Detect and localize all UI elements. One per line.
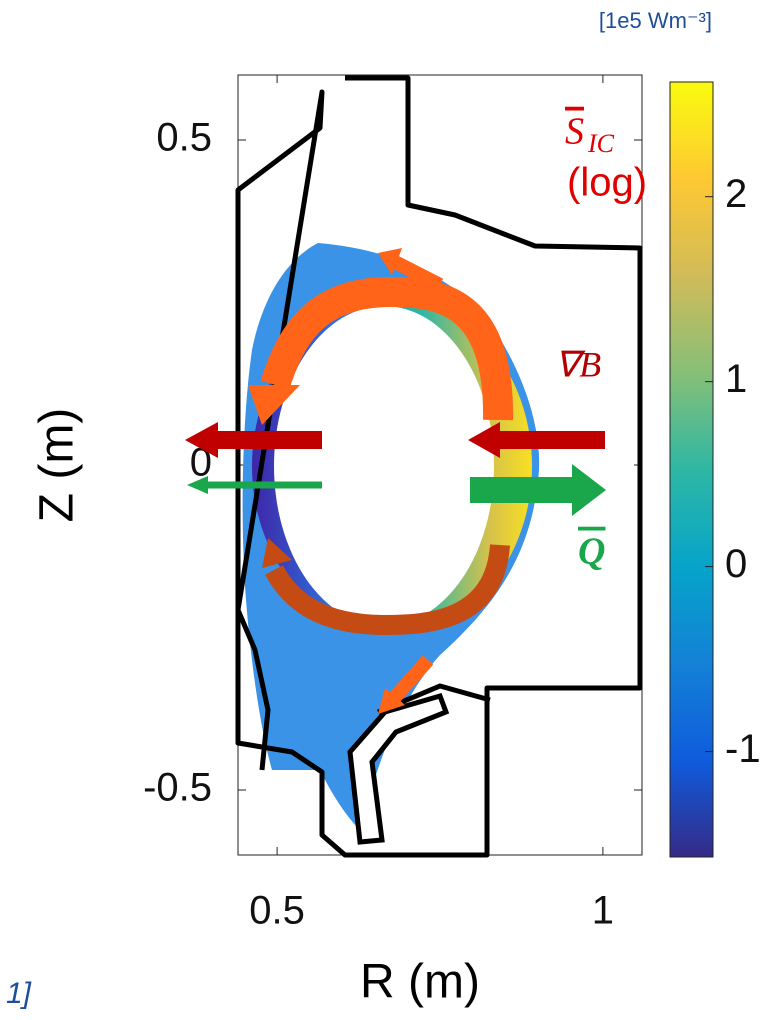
x-tick-label: 0.5: [249, 889, 305, 933]
x-tick-label: 1: [592, 889, 614, 933]
y-tick-label: -0.5: [143, 766, 212, 810]
annotation: S: [565, 111, 584, 153]
x-axis-label: R (m): [360, 956, 480, 1009]
colorbar-tick-label: 0: [725, 542, 747, 586]
y-axis-label: Z (m): [31, 408, 84, 523]
colorbar-tick-label: 2: [725, 172, 747, 216]
figure: 0.5 1 0.5 0 -0.5 R (m) Z (m) [1e5 Wm⁻³] S IC…: [0, 0, 782, 1015]
colorbar-tick-label: 1: [725, 357, 747, 401]
annotation: 1]: [6, 977, 32, 1010]
plasma-core: [274, 306, 494, 626]
y-tick-label: 0.5: [156, 116, 212, 160]
annotation: Q: [578, 531, 605, 573]
annotation-subscript: IC: [587, 129, 615, 158]
colorbar-label: [1e5 Wm⁻³]: [599, 8, 712, 33]
colorbar: [670, 82, 713, 857]
annotation: (log): [567, 161, 647, 205]
colorbar-tick-label: -1: [725, 727, 761, 771]
annotation: ∇B: [555, 344, 601, 384]
arrowhead: [572, 464, 606, 516]
